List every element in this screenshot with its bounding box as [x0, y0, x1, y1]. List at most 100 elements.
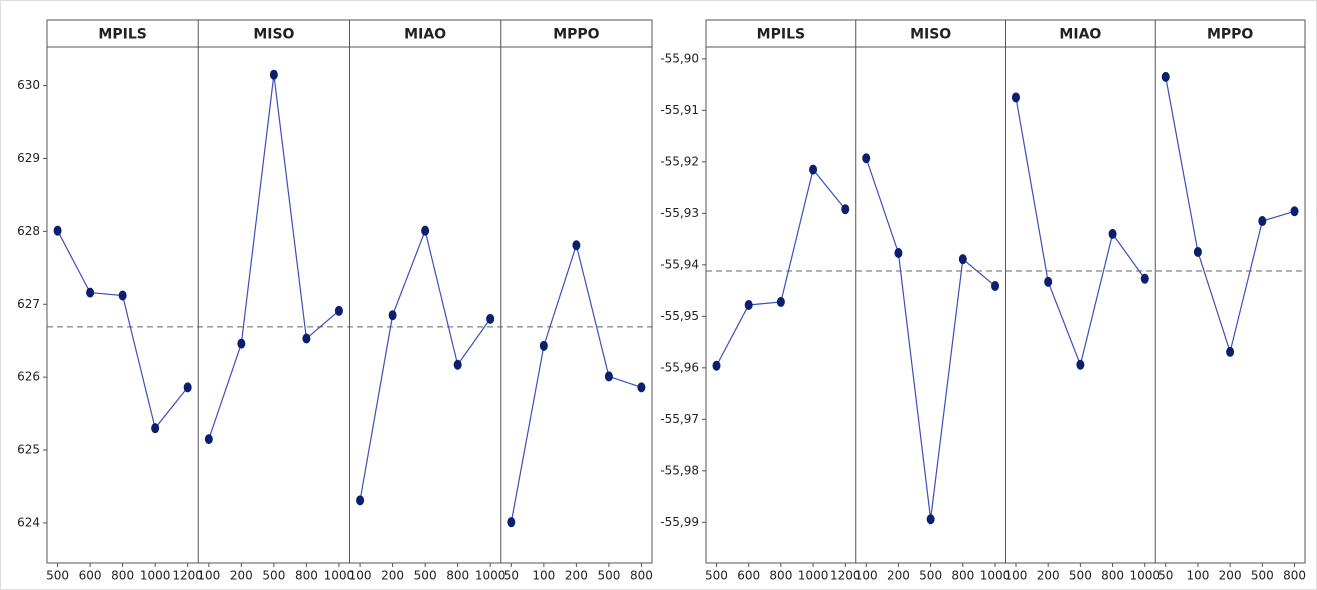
panel-title: MPILS: [98, 27, 146, 43]
panel-title: MISO: [910, 27, 951, 43]
x-tick-label: 500: [919, 569, 942, 583]
x-tick-label: 800: [1101, 569, 1124, 583]
effect-point: [237, 338, 246, 349]
x-tick-label: 500: [1069, 569, 1092, 583]
x-tick-label: 200: [565, 569, 588, 583]
x-tick-label: 100: [197, 569, 220, 583]
effect-point: [1140, 273, 1149, 284]
y-tick-label: 628: [17, 224, 40, 238]
effect-point: [204, 434, 213, 445]
y-tick-label: 625: [17, 443, 40, 457]
x-tick-label: 1000: [475, 569, 506, 583]
effect-point: [421, 225, 430, 236]
panel-title: MPPO: [1207, 27, 1253, 43]
effect-point: [862, 153, 871, 164]
effect-point: [1076, 359, 1085, 370]
y-tick-label: 626: [17, 370, 40, 384]
x-tick-label: 500: [1251, 569, 1274, 583]
x-tick-label: 1200: [830, 569, 861, 583]
effect-point: [1258, 216, 1267, 227]
effect-point: [1193, 246, 1202, 257]
y-tick-label: 624: [17, 515, 40, 529]
effect-point: [151, 423, 160, 434]
x-tick-label: 500: [262, 569, 285, 583]
effect-point: [809, 164, 818, 175]
x-tick-label: 500: [46, 569, 69, 583]
y-tick-label: -55,93: [660, 206, 699, 220]
effect-point: [1161, 71, 1170, 82]
effect-point: [356, 495, 365, 506]
x-tick-label: 1000: [324, 569, 355, 583]
y-tick-label: -55,95: [660, 309, 699, 323]
x-tick-label: 100: [855, 569, 878, 583]
y-tick-label: -55,92: [660, 154, 699, 168]
effect-point: [637, 382, 646, 393]
x-tick-label: 800: [630, 569, 653, 583]
x-tick-label: 800: [446, 569, 469, 583]
x-tick-label: 200: [381, 569, 404, 583]
effect-point: [1290, 206, 1299, 217]
x-tick-label: 100: [1005, 569, 1028, 583]
panel-title: MIAO: [1059, 27, 1101, 43]
panel-title: MISO: [253, 27, 294, 43]
x-tick-label: 50: [1158, 569, 1173, 583]
effect-point: [453, 359, 462, 370]
y-tick-label: -55,96: [660, 360, 699, 374]
y-tick-label: -55,97: [660, 412, 699, 426]
effect-point: [539, 340, 548, 351]
effect-point: [572, 240, 581, 251]
effect-point: [507, 517, 516, 528]
effect-point: [86, 287, 95, 298]
x-tick-label: 600: [79, 569, 102, 583]
effect-point: [334, 305, 343, 316]
x-tick-label: 800: [1283, 569, 1306, 583]
x-tick-label: 600: [737, 569, 760, 583]
effect-point: [894, 247, 903, 258]
effect-point: [958, 254, 967, 265]
x-tick-label: 1200: [172, 569, 203, 583]
x-tick-label: 200: [1219, 569, 1242, 583]
x-tick-label: 200: [1037, 569, 1060, 583]
effect-point: [712, 360, 721, 371]
effect-point: [991, 280, 1000, 291]
x-tick-label: 500: [705, 569, 728, 583]
x-tick-label: 1000: [140, 569, 171, 583]
x-tick-label: 500: [597, 569, 620, 583]
x-tick-label: 800: [295, 569, 318, 583]
x-tick-label: 500: [414, 569, 437, 583]
y-tick-label: -55,99: [660, 515, 699, 529]
panel-title: MPPO: [553, 27, 599, 43]
effect-point: [776, 296, 785, 307]
effect-point: [486, 313, 495, 324]
x-tick-label: 800: [951, 569, 974, 583]
y-tick-label: -55,94: [660, 257, 699, 271]
effect-point: [183, 382, 192, 393]
x-tick-label: 200: [887, 569, 910, 583]
effect-point: [604, 371, 613, 382]
panel-title: MPILS: [757, 27, 805, 43]
effect-point: [118, 290, 127, 301]
panel-title: MIAO: [404, 27, 446, 43]
y-tick-label: -55,90: [660, 51, 699, 65]
x-tick-label: 1000: [980, 569, 1011, 583]
effect-point: [302, 333, 311, 344]
effect-point: [53, 225, 62, 236]
x-tick-label: 1000: [1129, 569, 1160, 583]
effect-point: [1108, 228, 1117, 239]
effect-point: [841, 204, 850, 215]
x-tick-label: 50: [504, 569, 519, 583]
effect-point: [1044, 276, 1053, 287]
x-tick-label: 100: [349, 569, 372, 583]
effect-point: [926, 514, 935, 525]
x-tick-label: 1000: [798, 569, 829, 583]
y-tick-label: -55,91: [660, 103, 699, 117]
effect-point: [1011, 92, 1020, 103]
effect-point: [388, 310, 397, 321]
y-tick-label: -55,98: [660, 463, 699, 477]
effect-point: [744, 300, 753, 310]
x-tick-label: 100: [532, 569, 555, 583]
x-tick-label: 800: [111, 569, 134, 583]
y-tick-label: 629: [17, 151, 40, 165]
x-tick-label: 100: [1186, 569, 1209, 583]
